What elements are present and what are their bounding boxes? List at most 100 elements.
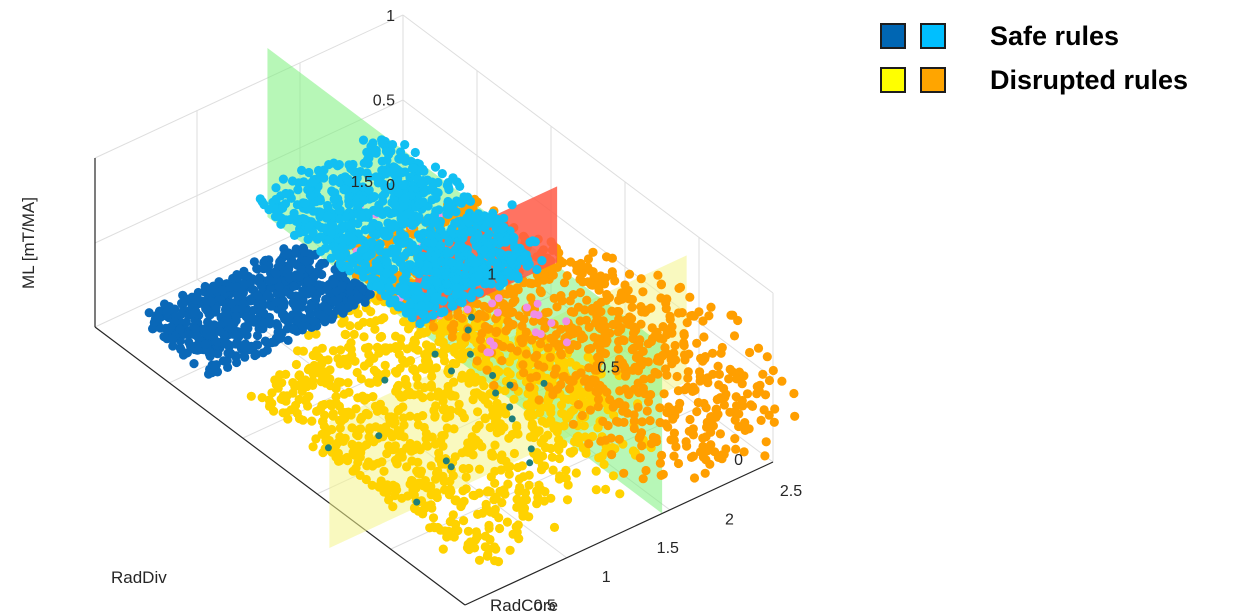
scatter-point (428, 322, 439, 332)
scatter-point (635, 453, 645, 463)
scatter-point (687, 310, 697, 321)
tick-labels-layer: 00.511.522.500.511.500.51 (351, 8, 802, 614)
scatter-point (481, 279, 491, 289)
scatter-point (345, 282, 355, 292)
scatter-point (345, 321, 355, 331)
scatter-point (514, 534, 524, 544)
scatter-point (452, 283, 462, 293)
scatter-point (258, 348, 268, 358)
scatter-point (379, 226, 389, 236)
scatter-point (487, 410, 498, 421)
scatter-point (734, 421, 744, 432)
scatter-point (439, 356, 450, 366)
scatter-point (329, 194, 339, 204)
scatter-point (222, 356, 232, 366)
scatter-point (443, 381, 453, 392)
scatter-point (502, 367, 513, 377)
scatter-point (552, 262, 563, 272)
y-tick-label: 1.5 (351, 174, 373, 191)
axis-lines (94, 158, 774, 606)
scatter-point (410, 245, 420, 255)
scatter-point (397, 447, 407, 457)
scatter-point (448, 173, 458, 183)
scatter-point (540, 461, 550, 471)
x-tick-label: 1 (602, 569, 611, 586)
scatter-point (503, 267, 513, 277)
scatter-point (518, 360, 528, 370)
scatter-point (400, 283, 410, 293)
scatter-point (436, 436, 446, 446)
scatter-point (680, 385, 690, 395)
scatter-point (536, 330, 545, 338)
scatter-point (561, 473, 571, 483)
scatter-point (638, 346, 648, 356)
scatter-point (593, 394, 604, 404)
scatter-point (337, 242, 347, 252)
z-axis-title: ML [mT/MA] (19, 197, 38, 289)
scatter-point (356, 235, 366, 245)
scatter-point (645, 416, 655, 426)
scatter-point (339, 354, 349, 364)
scatter-point (439, 230, 449, 240)
scatter-point (356, 210, 366, 220)
scatter-point (319, 399, 329, 410)
scatter-point (441, 270, 451, 281)
scatter-point (432, 277, 442, 287)
scatter-point (382, 257, 392, 267)
scatter-point (233, 273, 243, 283)
scatter-point (210, 360, 220, 370)
scatter-point (428, 522, 438, 532)
scatter-point (371, 316, 381, 326)
scatter-point (690, 385, 700, 395)
scatter-point (389, 208, 399, 218)
scatter-point (232, 357, 242, 368)
scatter-point (631, 364, 641, 375)
scatter-point (358, 284, 368, 294)
scatter-point (629, 423, 639, 434)
scatter-point (230, 330, 240, 340)
scatter-point (259, 264, 269, 274)
scatter-point (573, 400, 584, 410)
scatter-point (335, 214, 345, 224)
scatter-point (297, 165, 307, 175)
scatter-point (450, 496, 460, 506)
scatter-point (584, 363, 594, 373)
scatter-point (615, 489, 625, 499)
scatter-point (359, 195, 369, 205)
scatter-point (193, 340, 203, 350)
scatter-point (390, 490, 400, 501)
scatter-point (540, 487, 550, 497)
scatter-point (760, 451, 770, 461)
scatter-point (675, 398, 685, 408)
scatter-point (588, 247, 598, 257)
scatter-point (565, 296, 575, 306)
scatter-point (474, 555, 485, 565)
scatter-point (278, 174, 288, 184)
scatter-point (494, 513, 504, 523)
scatter-point (501, 456, 511, 466)
scatter-point (225, 348, 236, 358)
scatter-point (464, 544, 474, 555)
scatter-point (303, 401, 313, 411)
scatter-point (700, 468, 710, 478)
scatter-point (351, 182, 361, 192)
scatter-point (486, 348, 495, 357)
scatter-point (540, 308, 551, 318)
scatter-point (352, 429, 362, 440)
scatter-point (565, 357, 575, 367)
scatter-point (484, 229, 494, 239)
scatter-point (601, 295, 611, 305)
scatter-point (254, 277, 264, 287)
scatter-point (259, 318, 269, 328)
scatter-point (586, 343, 596, 354)
scatter-point (527, 279, 537, 289)
scatter-point (643, 357, 653, 367)
scatter-point (655, 458, 666, 468)
scatter-point (214, 277, 224, 287)
scatter-point (642, 406, 652, 416)
scatter-point (679, 338, 689, 348)
scatter-point (490, 556, 500, 566)
scatter-point (297, 386, 307, 396)
scatter-point (572, 340, 582, 351)
scatter-point (206, 285, 217, 295)
